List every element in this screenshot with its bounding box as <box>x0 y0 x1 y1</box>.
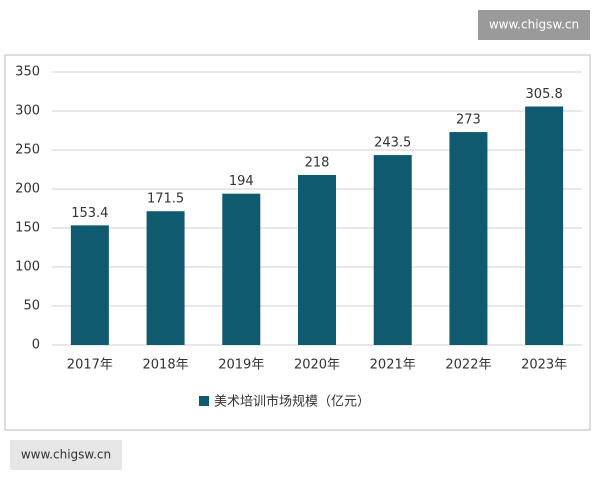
y-tick-label: 300 <box>15 104 40 119</box>
x-tick-label: 2018年 <box>143 358 189 373</box>
bar <box>222 193 261 345</box>
y-tick-label: 250 <box>15 143 40 158</box>
x-tick-label: 2021年 <box>370 358 416 373</box>
y-tick-label: 350 <box>15 65 40 80</box>
y-tick-label: 100 <box>15 260 40 275</box>
data-label: 273 <box>456 113 481 128</box>
x-tick-label: 2020年 <box>294 358 340 373</box>
bar <box>525 106 564 345</box>
data-label: 218 <box>305 155 330 170</box>
watermark: www.chigsw.cn <box>21 448 111 462</box>
watermark-box <box>10 440 122 470</box>
x-tick-label: 2023年 <box>521 358 567 373</box>
y-tick-label: 200 <box>15 182 40 197</box>
bar <box>449 132 488 345</box>
bar <box>373 155 412 345</box>
legend-swatch <box>199 396 209 406</box>
bar <box>298 174 336 345</box>
y-tick-label: 50 <box>23 299 40 314</box>
x-tick-label: 2017年 <box>67 358 113 373</box>
legend-label: 美术培训市场规模（亿元） <box>214 394 370 410</box>
data-label: 153.4 <box>71 206 108 221</box>
x-tick-label: 2022年 <box>445 358 491 373</box>
data-label: 194 <box>229 174 254 189</box>
bar <box>70 225 109 345</box>
y-tick-label: 150 <box>15 221 40 236</box>
watermark-box <box>478 10 590 40</box>
x-tick-label: 2019年 <box>218 358 264 373</box>
bar <box>146 211 185 345</box>
data-label: 171.5 <box>147 192 184 207</box>
y-tick-label: 0 <box>32 338 40 353</box>
data-label: 305.8 <box>526 87 563 102</box>
watermark: www.chigsw.cn <box>489 18 579 32</box>
data-label: 243.5 <box>374 136 411 151</box>
